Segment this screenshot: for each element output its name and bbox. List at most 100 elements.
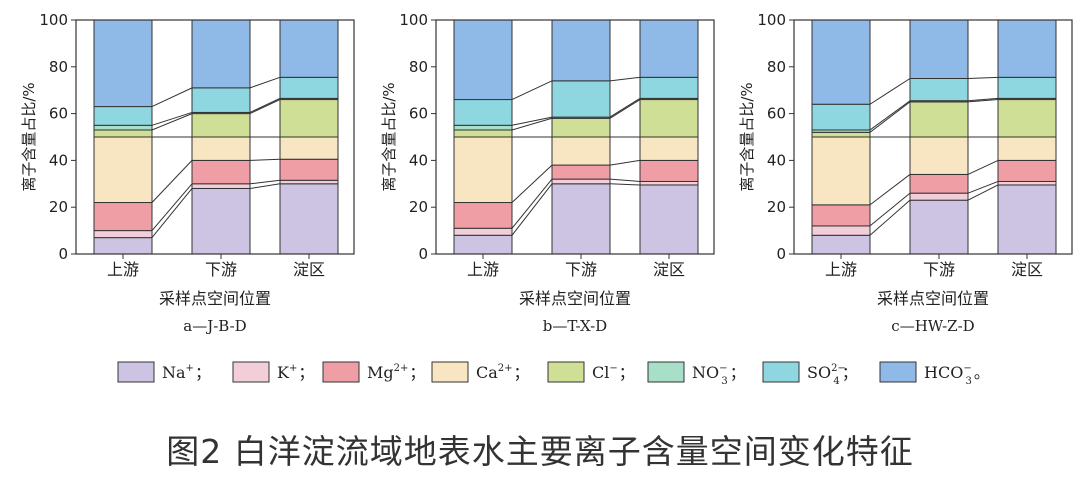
- connector-line: [511, 117, 553, 131]
- x-tick-label: 下游: [565, 260, 597, 279]
- bar-segment-淀区-Na+: [279, 183, 339, 255]
- bar-segment-上游-K+: [453, 227, 513, 236]
- x-tick-label: 上游: [467, 260, 499, 279]
- y-tick-label: 20: [767, 198, 786, 216]
- bar-segment-下游-K+: [909, 192, 969, 201]
- connector-line: [249, 179, 281, 185]
- bar-segment-淀区-Mg2+: [639, 159, 699, 182]
- x-axis-label: 采样点空间位置: [159, 289, 271, 308]
- bar-segment-下游-K+: [551, 178, 611, 185]
- bar-segment-上游-SO42-: [453, 99, 513, 126]
- bar-segment-上游-K+: [93, 230, 153, 239]
- x-axis-label: 采样点空间位置: [519, 289, 631, 308]
- legend-label: SO2− 4；: [807, 363, 858, 387]
- legend-item-4: Cl−；: [547, 361, 635, 383]
- connector-line: [869, 192, 911, 227]
- legend-item-1: K+；: [232, 361, 314, 383]
- bar-segment-淀区-K+: [279, 179, 339, 185]
- legend-swatch: [232, 361, 270, 383]
- y-axis-label: 离子含量占比/%: [738, 82, 756, 191]
- bar-segment-淀区-Cl-: [639, 99, 699, 138]
- connector-line: [967, 180, 999, 194]
- y-tick-label: 40: [409, 151, 428, 169]
- bar-segment-上游-Ca2+: [93, 136, 153, 204]
- y-tick-label: 40: [49, 151, 68, 169]
- connector-line: [967, 99, 999, 103]
- bar-segment-淀区-Cl-: [279, 99, 339, 138]
- bar-segment-淀区-SO42-: [639, 76, 699, 99]
- plot-frame: [435, 19, 715, 255]
- legend-label: Na+；: [162, 363, 211, 382]
- y-axis-label: 离子含量占比/%: [20, 82, 38, 191]
- figure-caption: 图2 白洋淀流域地表水主要离子含量空间变化特征: [166, 432, 914, 471]
- plot-frame: [75, 19, 355, 255]
- bar-segment-淀区-K+: [639, 180, 699, 186]
- connector-line: [609, 99, 641, 119]
- bar-segment-下游-Ca2+: [191, 136, 251, 161]
- y-tick-label: 100: [757, 11, 786, 29]
- bar-segment-淀区-Cl-: [997, 99, 1057, 138]
- legend-item-5: NO− 3；: [647, 361, 746, 387]
- y-tick-label: 0: [58, 245, 68, 263]
- bar-segment-下游-HCO3-: [909, 19, 969, 79]
- bar-segment-上游-SO42-: [811, 103, 871, 131]
- bar-segment-上游-Cl-: [811, 131, 871, 138]
- legend-label: Mg2+；: [367, 363, 425, 382]
- connector-line: [151, 113, 193, 131]
- legend-label: Cl−；: [592, 363, 635, 382]
- panel-label: b—T-X-D: [543, 317, 607, 335]
- legend-swatch: [431, 361, 469, 383]
- bar-segment-淀区-Ca2+: [279, 136, 339, 160]
- bar-segment-下游-K+: [191, 183, 251, 189]
- legend-item-6: SO2− 4；: [762, 361, 858, 387]
- connector-line: [511, 164, 553, 203]
- y-tick-label: 0: [776, 245, 786, 263]
- x-tick-label: 淀区: [1011, 260, 1043, 279]
- x-axis-label: 采样点空间位置: [877, 289, 989, 308]
- legend-label: Ca2+；: [476, 363, 530, 382]
- y-tick-label: 60: [767, 105, 786, 123]
- bar-segment-上游-Ca2+: [811, 136, 871, 206]
- connector-line: [249, 97, 281, 113]
- bar-segment-淀区-HCO3-: [639, 19, 699, 78]
- connector-line: [249, 183, 281, 189]
- bar-segment-上游-Cl-: [93, 129, 153, 138]
- legend-label: K+；: [277, 363, 314, 382]
- connector-line: [151, 183, 193, 231]
- connector-line: [967, 76, 999, 79]
- connector-line: [869, 174, 911, 206]
- y-tick-label: 100: [39, 11, 68, 29]
- connector-line: [967, 97, 999, 102]
- bar-segment-下游-Mg2+: [191, 159, 251, 185]
- bar-segment-淀区-Na+: [997, 184, 1057, 255]
- bar-segment-淀区-HCO3-: [997, 19, 1057, 78]
- bar-segment-上游-Na+: [93, 237, 153, 255]
- legend-item-2: Mg2+；: [322, 361, 425, 383]
- y-tick-label: 100: [399, 11, 428, 29]
- connector-line: [609, 76, 641, 82]
- panel-label: c—HW-Z-D: [891, 317, 974, 335]
- legend-label: HCO− 3。: [924, 363, 990, 387]
- connector-line: [151, 87, 193, 108]
- bar-segment-下游-Cl-: [551, 117, 611, 138]
- bar-segment-淀区-Mg2+: [997, 159, 1057, 182]
- bar-segment-下游-SO42-: [909, 78, 969, 102]
- y-tick-label: 0: [418, 245, 428, 263]
- bar-segment-上游-HCO3-: [811, 19, 871, 105]
- chart-panel-1: 0 20 40 60 80 100 上游 下游 淀区 离子含量占比/% 采样点空间位置 b—T-X-D: [380, 11, 715, 335]
- connector-line: [967, 184, 999, 201]
- bar-segment-上游-SO42-: [93, 106, 153, 126]
- bar-segment-上游-Na+: [811, 234, 871, 255]
- connector-line: [967, 159, 999, 175]
- y-tick-label: 60: [49, 105, 68, 123]
- legend-swatch: [547, 361, 585, 383]
- bar-segment-下游-HCO3-: [551, 19, 611, 82]
- connector-line: [249, 158, 281, 161]
- bar-segment-下游-Mg2+: [551, 164, 611, 180]
- bar-segment-淀区-Na+: [639, 184, 699, 255]
- bar-segment-淀区-HCO3-: [279, 19, 339, 78]
- bar-segment-下游-Ca2+: [909, 136, 969, 175]
- bar-segment-上游-K+: [811, 225, 871, 236]
- bar-segment-下游-Cl-: [191, 113, 251, 138]
- bar-segment-下游-SO42-: [551, 80, 611, 118]
